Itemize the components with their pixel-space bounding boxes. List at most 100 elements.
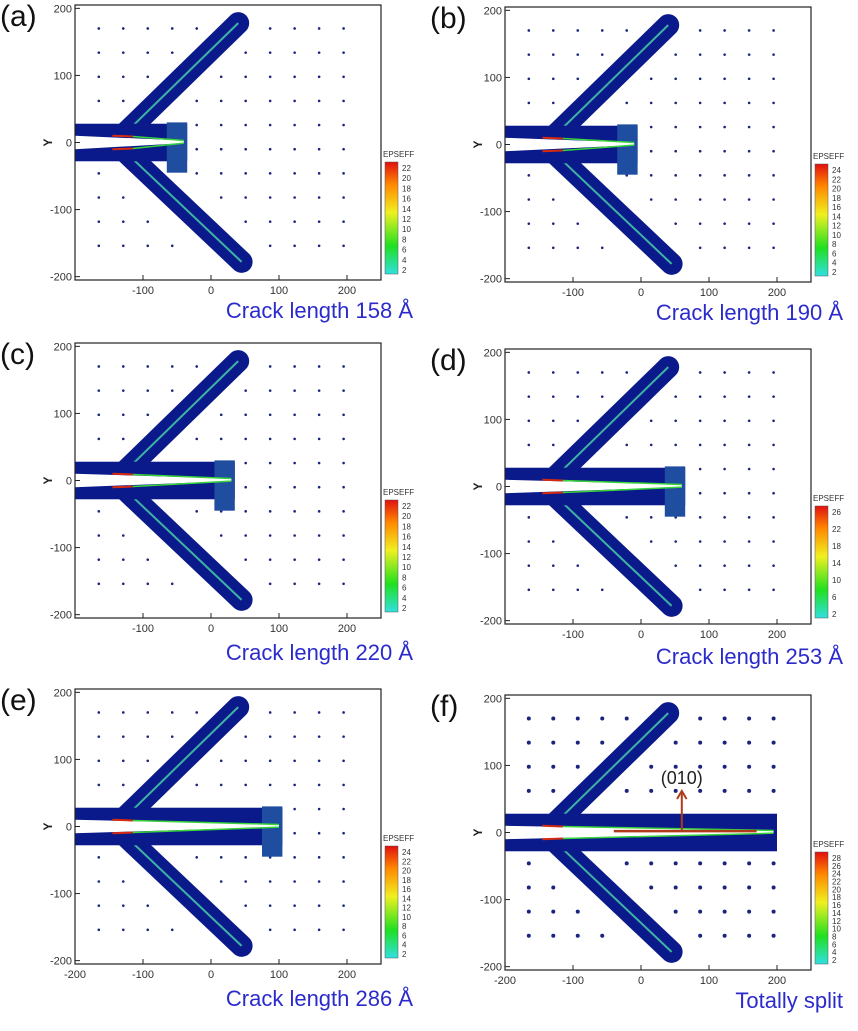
y-tick-label: 0: [496, 828, 502, 840]
lattice-dot: [97, 880, 101, 883]
lattice-dot: [747, 885, 752, 890]
lattice-dot: [317, 389, 321, 392]
lattice-dot: [317, 220, 321, 223]
lattice-dot: [723, 174, 726, 177]
colorbar-title: EPSEFF: [813, 840, 844, 849]
lattice-dot: [747, 540, 751, 543]
lattice-dot: [674, 222, 677, 225]
lattice-dot: [772, 101, 775, 105]
lattice-dot: [268, 27, 272, 30]
colorbar-title: EPSEFF: [383, 488, 414, 497]
lattice-dot: [121, 904, 125, 907]
lattice-dot: [317, 51, 321, 54]
colorbar-tick-label: 12: [402, 553, 411, 562]
colorbar-tick-label: 20: [832, 885, 841, 894]
plot: -100 0 100 200 -200 -100 0 100 200 x Y EPSEFF 246 810…: [41, 341, 414, 638]
panel-label: (c): [0, 338, 35, 371]
lattice-dot: [747, 909, 752, 914]
x-tick-label: 0: [208, 969, 214, 981]
crack-edge-green: [562, 832, 774, 840]
colorbar-tick-label: 6: [402, 584, 407, 593]
lattice-dot: [698, 588, 702, 592]
lattice-dot: [146, 711, 150, 714]
colorbar-tick-label: 26: [832, 508, 841, 517]
lattice-dot: [97, 783, 101, 787]
lattice-dot: [722, 788, 727, 793]
lattice-dot: [342, 880, 345, 883]
y-axis-label: Y: [41, 476, 55, 484]
lattice-dot: [219, 437, 223, 441]
lattice-dot: [772, 491, 775, 495]
lattice-dot: [317, 510, 321, 513]
y-tick-label: -200: [480, 962, 502, 974]
lattice-dot: [97, 735, 101, 738]
lattice-dot: [698, 933, 703, 938]
colorbar-tick-label: 14: [832, 909, 841, 918]
lattice-dot: [97, 27, 101, 30]
panel-caption: Crack length 286 Å: [225, 986, 413, 1011]
lattice-dot: [698, 222, 702, 225]
lattice-dot: [747, 588, 751, 592]
colorbar-tick-label: 16: [832, 901, 841, 910]
lattice-dot: [121, 27, 125, 30]
lattice-dot: [244, 534, 247, 537]
colorbar: [384, 845, 399, 959]
colorbar-tick-label: 10: [402, 563, 411, 572]
x-tick-label: 100: [700, 629, 718, 641]
lattice-dot: [600, 371, 604, 374]
lattice-dot: [526, 764, 531, 769]
lattice-dot: [576, 29, 580, 32]
lattice-dot: [576, 395, 580, 398]
y-tick-label: 200: [54, 3, 72, 15]
lattice-dot: [268, 783, 272, 787]
colorbar-tick-label: 24: [832, 870, 841, 879]
x-tick-label: -100: [562, 287, 584, 299]
lattice-dot: [771, 909, 776, 914]
y-tick-label: 100: [484, 414, 502, 426]
y-tick-label: 200: [54, 341, 72, 353]
colorbar-tick-label: 20: [402, 174, 411, 183]
lattice-dot: [576, 419, 580, 423]
lattice-dot: [146, 365, 150, 368]
y-tick-label: 100: [54, 70, 72, 82]
colorbar-tick-label: 4: [402, 256, 407, 265]
lattice-dot: [722, 764, 727, 769]
lattice-dot: [698, 53, 702, 56]
y-tick-label: 200: [484, 5, 502, 17]
lattice-dot: [698, 101, 702, 105]
lattice-dot: [772, 516, 775, 519]
colorbar-tick-label: 22: [402, 164, 411, 173]
lattice-dot: [723, 467, 726, 471]
lattice-dot: [317, 534, 321, 537]
lower-slip-band-core: [555, 841, 673, 953]
lattice-dot: [268, 220, 272, 223]
lattice-dot: [195, 365, 199, 368]
lattice-dot: [527, 443, 531, 447]
panel-label: (f): [430, 690, 459, 723]
lattice-dot: [576, 53, 580, 56]
lattice-dot: [97, 389, 101, 392]
lattice-dot: [723, 222, 726, 225]
lattice-dot: [244, 904, 247, 907]
lattice-dot: [342, 123, 345, 127]
lattice-dot: [551, 222, 555, 225]
lattice-dot: [747, 29, 751, 32]
lattice-dot: [244, 172, 247, 175]
lattice-dot: [698, 149, 702, 153]
lattice-dot: [97, 220, 101, 223]
crack-edge-red: [112, 134, 133, 138]
lattice-dot: [551, 29, 555, 32]
y-axis-label: Y: [471, 828, 485, 836]
lattice-dot: [342, 99, 345, 103]
y-tick-label: -200: [50, 956, 72, 968]
y-tick-label: 100: [54, 408, 72, 420]
y-tick-label: 0: [496, 482, 502, 494]
lattice-dot: [268, 461, 272, 465]
lattice-dot: [342, 389, 345, 392]
colorbar-tick-label: 16: [832, 203, 841, 212]
colorbar-tick-label: 22: [402, 502, 411, 511]
lattice-dot: [342, 856, 345, 859]
x-tick-label: 100: [270, 969, 288, 981]
lattice-dot: [722, 740, 727, 745]
colorbar-tick-label: 18: [402, 522, 411, 531]
